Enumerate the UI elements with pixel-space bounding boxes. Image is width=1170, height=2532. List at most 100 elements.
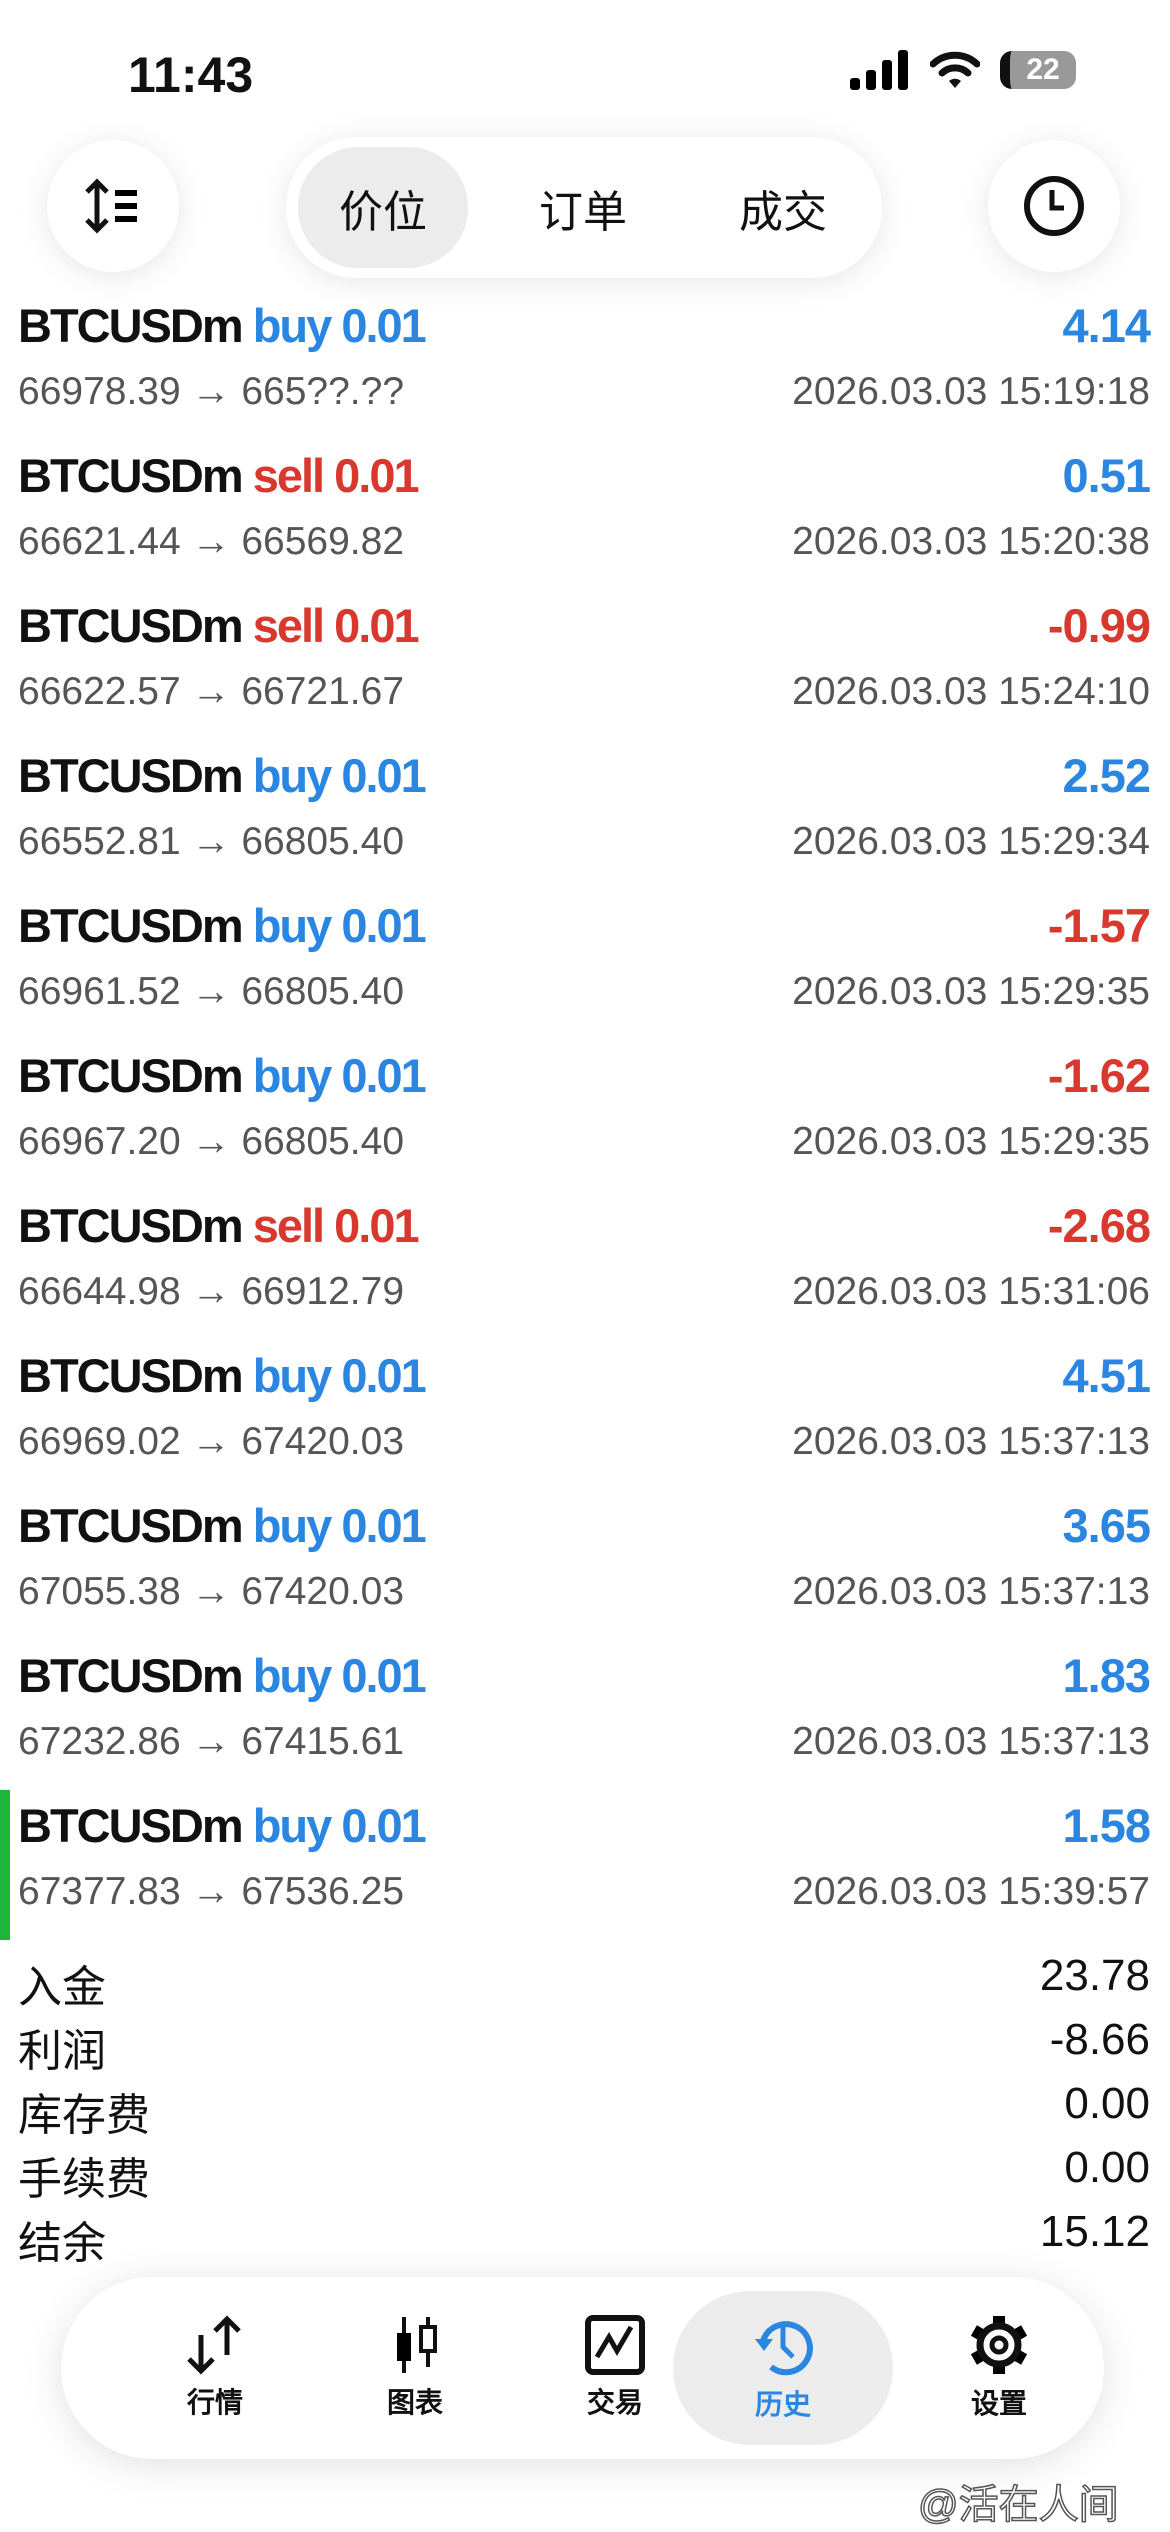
trade-time: 2026.03.03 15:37:13 — [792, 1720, 1150, 1763]
close-price: 66805.40 — [241, 1120, 405, 1163]
trade-symbol: BTCUSDm — [18, 1199, 244, 1252]
trade-time: 2026.03.03 15:24:10 — [792, 670, 1150, 713]
trade-prices: 66978.39 → 665??.?? — [18, 370, 405, 413]
trade-prices: 66961.52 → 66805.40 — [18, 970, 405, 1013]
close-price: 66912.79 — [241, 1270, 405, 1313]
trade-row[interactable]: BTCUSDm buy 0.01 1.83 67232.86 → 67415.6… — [0, 1640, 1170, 1790]
tab-positions[interactable]: 价位 — [298, 147, 468, 268]
trade-time: 2026.03.03 15:20:38 — [792, 520, 1150, 563]
trade-title: BTCUSDm buy 0.01 — [18, 1648, 427, 1703]
latest-trade-marker — [0, 1790, 10, 1940]
nav-label: 历史 — [754, 2389, 811, 2420]
trade-side: sell — [252, 599, 325, 652]
trade-time: 2026.03.03 15:19:18 — [792, 370, 1150, 413]
open-price: 66978.39 — [18, 370, 181, 413]
battery-indicator: 22 — [1000, 51, 1076, 89]
trade-volume: 0.01 — [341, 899, 426, 952]
trade-prices: 66969.02 → 67420.03 — [18, 1420, 405, 1463]
summary-value: 15.12 — [1039, 2207, 1150, 2256]
trade-row[interactable]: BTCUSDm buy 0.01 2.52 66552.81 → 66805.4… — [0, 740, 1170, 890]
trade-prices: 67055.38 → 67420.03 — [18, 1570, 405, 1613]
summary-value: 0.00 — [1064, 2143, 1150, 2192]
trade-time: 2026.03.03 15:39:57 — [792, 1870, 1150, 1913]
open-price: 67055.38 — [18, 1570, 181, 1613]
close-price: 67420.03 — [241, 1570, 405, 1613]
trade-prices: 67377.83 → 67536.25 — [18, 1870, 405, 1913]
trade-time: 2026.03.03 15:37:13 — [792, 1420, 1150, 1463]
trade-title: BTCUSDm buy 0.01 — [18, 898, 427, 953]
trade-row[interactable]: BTCUSDm sell 0.01 0.51 66621.44 → 66569.… — [0, 440, 1170, 590]
nav-history[interactable]: 历史 — [673, 2291, 893, 2445]
trade-volume: 0.01 — [341, 1649, 426, 1702]
trade-row[interactable]: BTCUSDm buy 0.01 4.14 66978.39 → 665??.?… — [0, 290, 1170, 440]
trade-time: 2026.03.03 15:29:35 — [792, 970, 1150, 1013]
trade-row[interactable]: BTCUSDm buy 0.01 -1.62 66967.20 → 66805.… — [0, 1040, 1170, 1190]
trade-profit: 2.52 — [1062, 749, 1151, 802]
history-tabs: 价位 订单 成交 — [286, 137, 882, 278]
signal-icon — [850, 50, 908, 90]
trade-title: BTCUSDm buy 0.01 — [18, 1048, 427, 1103]
sort-button[interactable] — [47, 140, 179, 272]
open-price: 66644.98 — [18, 1270, 181, 1313]
history-icon — [755, 2321, 813, 2376]
trade-volume: 0.01 — [341, 1349, 426, 1402]
trade-profit: 4.14 — [1062, 299, 1151, 352]
watermark: @活在人间 — [917, 2482, 1119, 2528]
trade-row[interactable]: BTCUSDm buy 0.01 3.65 67055.38 → 67420.0… — [0, 1490, 1170, 1640]
trade-row[interactable]: BTCUSDm buy 0.01 -1.57 66961.52 → 66805.… — [0, 890, 1170, 1040]
tab-deals[interactable]: 成交 — [739, 187, 827, 237]
status-time: 11:43 — [128, 47, 254, 103]
trade-symbol: BTCUSDm — [18, 449, 244, 502]
trade-chart-icon — [585, 2315, 645, 2375]
tab-orders[interactable]: 订单 — [539, 187, 627, 237]
trade-side: buy — [252, 1049, 333, 1102]
nav-settings[interactable]: 设置 — [889, 2291, 1109, 2445]
trade-row[interactable]: BTCUSDm buy 0.01 4.51 66969.02 → 67420.0… — [0, 1340, 1170, 1490]
trade-title: BTCUSDm sell 0.01 — [18, 448, 420, 503]
open-price: 66552.81 — [18, 820, 181, 863]
summary-label: 库存费 — [18, 2091, 150, 2140]
trade-side: buy — [252, 1349, 333, 1402]
trade-side: buy — [252, 1499, 333, 1552]
trade-side: sell — [252, 449, 325, 502]
wifi-icon — [930, 51, 980, 88]
trade-title: BTCUSDm sell 0.01 — [18, 598, 420, 653]
trade-profit: 1.58 — [1062, 1799, 1151, 1852]
nav-label: 交易 — [586, 2387, 643, 2418]
close-price: 66569.82 — [241, 520, 405, 563]
trade-symbol: BTCUSDm — [18, 1049, 244, 1102]
trade-profit: -0.99 — [1047, 599, 1151, 652]
trade-volume: 0.01 — [341, 299, 426, 352]
open-price: 66961.52 — [18, 970, 181, 1013]
nav-label: 行情 — [186, 2387, 243, 2418]
sort-icon — [85, 178, 137, 234]
close-price: 67420.03 — [241, 1420, 405, 1463]
trade-profit: 0.51 — [1062, 449, 1151, 502]
trade-row[interactable]: BTCUSDm sell 0.01 -2.68 66644.98 → 66912… — [0, 1190, 1170, 1340]
bottom-nav: 行情 图表 交易 历史 设置 — [61, 2277, 1104, 2459]
close-price: 66805.40 — [241, 970, 405, 1013]
trade-side: buy — [252, 749, 333, 802]
time-filter-button[interactable] — [988, 140, 1120, 272]
nav-chart[interactable]: 图表 — [305, 2291, 525, 2445]
nav-trade[interactable]: 交易 — [505, 2291, 725, 2445]
open-price: 66622.57 — [18, 670, 181, 713]
trade-profit: -2.68 — [1047, 1199, 1151, 1252]
trade-volume: 0.01 — [334, 599, 419, 652]
trade-row[interactable]: BTCUSDm sell 0.01 -0.99 66622.57 → 66721… — [0, 590, 1170, 740]
trade-time: 2026.03.03 15:29:34 — [792, 820, 1150, 863]
status-icons: 22 — [850, 50, 1076, 90]
trade-time: 2026.03.03 15:37:13 — [792, 1570, 1150, 1613]
trade-row[interactable]: BTCUSDm buy 0.01 1.58 67377.83 → 67536.2… — [0, 1790, 1170, 1940]
trade-prices: 66552.81 → 66805.40 — [18, 820, 405, 863]
trade-profit: -1.57 — [1047, 899, 1151, 952]
summary-label: 利润 — [18, 2027, 106, 2076]
trade-side: buy — [252, 1799, 333, 1852]
trade-symbol: BTCUSDm — [18, 899, 244, 952]
nav-label: 设置 — [970, 2388, 1027, 2419]
summary-label: 结余 — [18, 2219, 106, 2268]
nav-quotes[interactable]: 行情 — [105, 2291, 325, 2445]
trade-side: sell — [252, 1199, 325, 1252]
trade-symbol: BTCUSDm — [18, 749, 244, 802]
close-price: 67415.61 — [241, 1720, 405, 1763]
